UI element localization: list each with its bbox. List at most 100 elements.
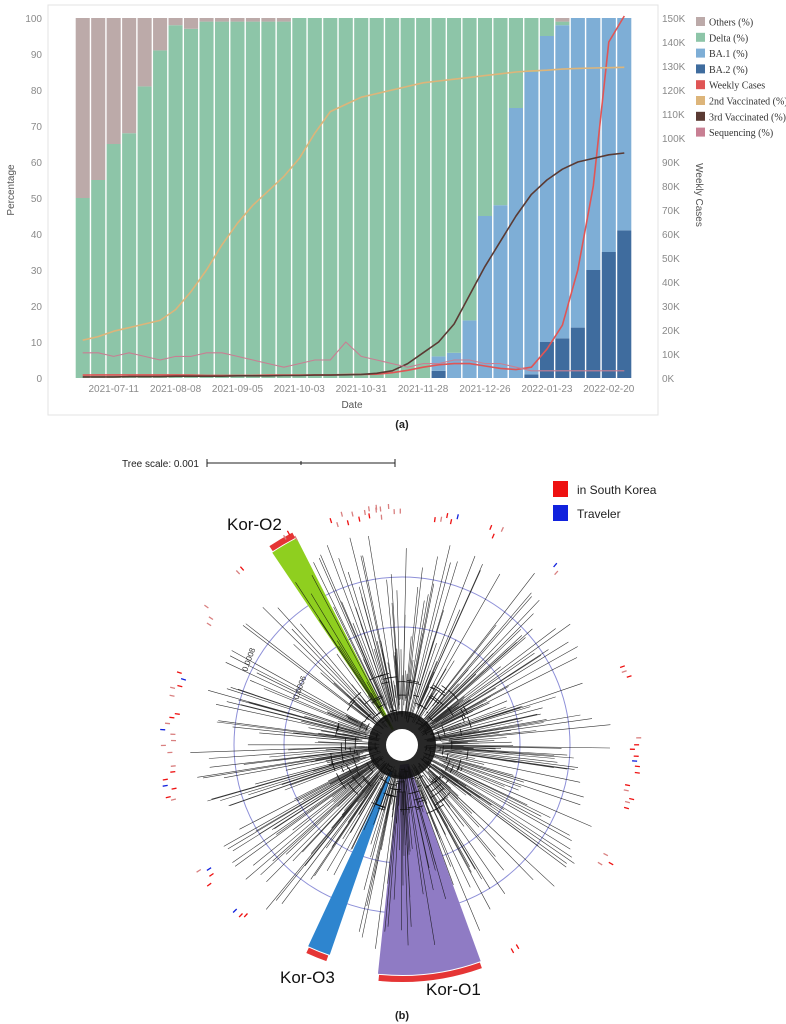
tip-mark: [177, 684, 183, 688]
bar-delta-2021-07-25: [137, 86, 152, 379]
bar-ba-2-2022-01-16: [524, 374, 539, 378]
tip-mark: [174, 712, 180, 715]
legend-swatch-delta: [696, 32, 705, 42]
tip-mark: [623, 789, 629, 792]
y-tick-label: 40: [31, 230, 43, 241]
bar-others-2021-08-01: [153, 18, 168, 51]
bar-delta-2021-08-29: [214, 21, 230, 378]
tip-mark: [379, 506, 382, 512]
legend-swatch-sequencing: [696, 127, 705, 137]
bar-ba-1-2021-12-12: [447, 352, 462, 378]
caption-a: (a): [395, 419, 409, 431]
phylogenetic-tree: Tree scale: 0.001 0.0008 0.0006 Kor-O2 K…: [122, 459, 657, 1022]
legend-swatch-others: [696, 17, 705, 26]
y-right-tick-label: 130K: [662, 62, 686, 73]
y-axis-right-label: Weekly Cases: [693, 163, 704, 227]
caption-b: (b): [395, 1010, 409, 1022]
tree-scale-label: Tree scale: 0.001: [122, 459, 199, 470]
tip-annotations: [160, 503, 642, 954]
bar-others-2021-08-08: [168, 18, 183, 26]
bar-delta-2021-10-10: [307, 18, 322, 378]
tip-mark: [232, 908, 238, 913]
tree-branches: [190, 535, 611, 949]
line-sequencing: [82, 341, 625, 372]
bar-delta-2021-10-03: [292, 18, 307, 378]
bar-delta-2022-01-16: [524, 18, 539, 72]
tip-mark: [235, 570, 241, 575]
left-axis-ticks: 0 10 20 30 40 50 60 70 80 90 100: [25, 14, 42, 385]
bar-others-2021-08-29: [214, 18, 230, 22]
bar-delta-2021-12-12: [447, 18, 462, 353]
x-tick-label: 2022-01-23: [521, 384, 573, 395]
bar-others-2021-06-27: [75, 18, 90, 198]
tip-mark: [624, 800, 631, 804]
y-tick-label: 100: [25, 14, 42, 25]
bar-delta-2021-10-31: [354, 18, 369, 378]
bar-others-2021-08-15: [184, 18, 199, 29]
x-tick-label: 2021-11-28: [398, 384, 449, 395]
bar-ba-1-2022-02-27: [617, 18, 632, 231]
legend-label-weekly-cases: Weekly Cases: [709, 81, 765, 92]
right-axis-ticks: 0K 10K 20K 30K 40K 50K 60K 70K 80K 90K 100K 110K 120…: [662, 14, 686, 385]
bar-ba-1-2022-01-09: [508, 108, 523, 378]
legend-label-2nd-vaccinated: 2nd Vaccinated (%): [709, 97, 786, 108]
y-tick-label: 0: [36, 374, 42, 385]
bar-delta-2022-01-23: [539, 18, 554, 36]
tip-mark: [608, 861, 614, 866]
clade-tip-band: [378, 962, 482, 982]
bar-others-2021-09-05: [230, 18, 245, 22]
x-tick-label: 2021-09-05: [212, 384, 264, 395]
bar-delta-2021-11-14: [385, 18, 400, 378]
tip-mark: [204, 604, 209, 609]
legend: Others (%) Delta (%) BA.1 (%) BA.2 (%) Weekl…: [696, 17, 786, 139]
bar-delta-2022-01-30: [555, 21, 570, 26]
y-right-tick-label: 10K: [662, 350, 680, 361]
bar-ba-2-2022-02-13: [586, 270, 601, 378]
bar-ba-2-2022-02-06: [570, 327, 585, 378]
legend-swatch-3rd-vaccinated: [696, 111, 705, 121]
tip-mark: [603, 852, 609, 857]
legend-label-traveler: Traveler: [577, 507, 621, 521]
legend-label-others: Others (%): [709, 18, 753, 29]
legend-swatch-weekly-cases: [696, 80, 705, 90]
tip-mark: [346, 520, 350, 526]
tip-mark: [358, 516, 361, 522]
tip-mark: [500, 526, 504, 532]
x-tick-label: 2021-12-26: [459, 384, 511, 395]
tip-mark: [367, 506, 370, 512]
tip-mark: [283, 534, 287, 540]
bar-ba-1-2022-01-16: [524, 72, 539, 375]
bar-delta-2021-10-24: [338, 18, 353, 378]
tip-mark: [489, 524, 493, 531]
x-axis-ticks: 2021-07-11 2021-08-08 2021-09-05 2021-10-03…: [88, 384, 634, 395]
y-axis-label: Percentage: [6, 164, 17, 216]
legend-label-delta: Delta (%): [709, 33, 748, 44]
bar-delta-2021-07-18: [122, 133, 137, 378]
y-right-tick-label: 70K: [662, 206, 680, 217]
legend-swatch-2nd-vaccinated: [696, 96, 705, 105]
tip-mark: [629, 797, 635, 801]
y-tick-label: 70: [31, 122, 43, 133]
bar-ba-1-2022-01-02: [493, 205, 508, 378]
tip-mark: [510, 948, 515, 954]
bar-delta-2021-06-27: [75, 198, 90, 378]
tip-mark: [164, 722, 171, 725]
clade-tip-band: [306, 947, 329, 962]
ring-label-inner: 0.0006: [291, 674, 308, 701]
y-right-tick-label: 60K: [662, 230, 680, 241]
bar-delta-2021-07-04: [91, 180, 106, 378]
legend-swatch-ba-1: [696, 48, 705, 58]
tip-mark: [329, 518, 333, 524]
branch-lines: [190, 535, 611, 949]
stacked-bars: [75, 18, 632, 379]
bar-delta-2021-11-07: [369, 18, 384, 378]
bar-others-2021-07-25: [137, 18, 152, 87]
bar-others-2021-07-18: [122, 18, 137, 134]
bar-delta-2021-12-05: [431, 18, 446, 357]
tip-mark: [621, 670, 627, 674]
bar-delta-2021-09-19: [261, 21, 276, 378]
tip-mark: [176, 671, 182, 675]
bar-others-2021-09-12: [245, 18, 260, 22]
bar-delta-2021-09-12: [245, 21, 260, 378]
tree-scale-bar: [206, 459, 396, 467]
